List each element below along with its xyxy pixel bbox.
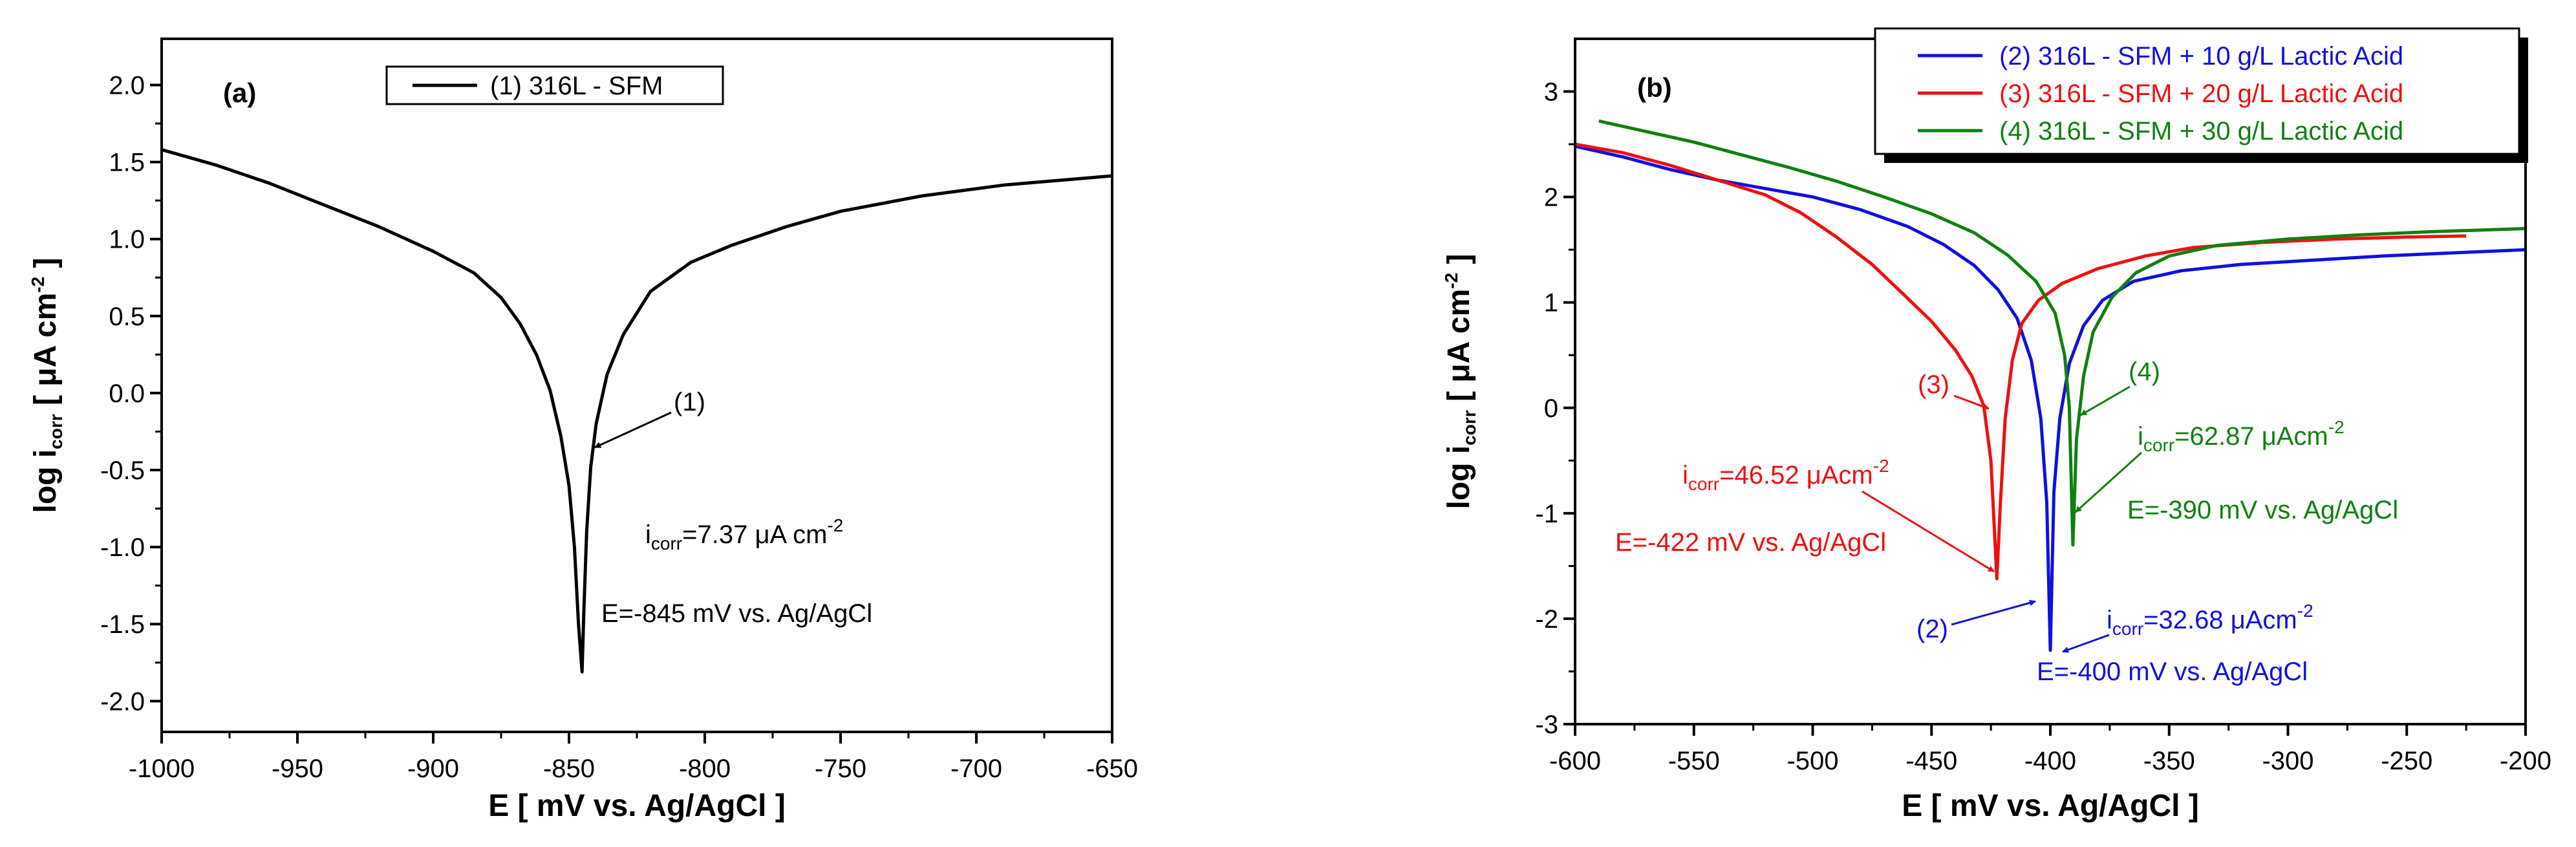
chart-b-y-tick-label: -1	[1535, 500, 1558, 528]
chart-a-annotation-1-label: (1)	[674, 388, 705, 416]
chart-b-annotation-3-label: (3)	[1918, 370, 1949, 399]
chart-b-x-tick-label: -600	[1549, 747, 1601, 775]
chart-b-x-tick-label: -500	[1787, 747, 1838, 775]
chart-a-x-tick-label: -700	[950, 755, 1002, 783]
chart-b-legend-entry-2: (2) 316L - SFM + 10 g/L Lactic Acid	[1999, 42, 2403, 70]
chart-a-y-tick-label: 0.5	[109, 303, 145, 331]
chart-a-x-tick-label: -900	[407, 755, 459, 783]
chart-b-icorr-annotation-4: icorr=62.87 μAcm-2	[2138, 417, 2345, 455]
chart-b-ticks: -600 -550 -500 -450 -400 -350 -300 -250 -200 -3 -2…	[1535, 78, 2551, 775]
chart-b-icorr-3-arrow	[1862, 490, 1995, 573]
chart-b-x-tick-label: -250	[2381, 747, 2432, 775]
chart-a-y-axis-label: log icorr [ μA cm-2 ]	[28, 258, 66, 513]
chart-b-x-tick-label: -300	[2262, 747, 2313, 775]
chart-b-legend-box	[1874, 27, 2520, 155]
chart-a-potential-annotation: E=-845 mV vs. Ag/AgCl	[601, 599, 872, 628]
chart-a-x-tick-label: -650	[1086, 755, 1138, 783]
chart-b-potential-annotation-3: E=-422 mV vs. Ag/AgCl	[1615, 528, 1886, 557]
chart-a-y-tick-label: -0.5	[100, 456, 145, 485]
chart-a-icorr-annotation: icorr=7.37 μA cm-2	[645, 515, 843, 553]
chart-b-series-line-2	[1574, 142, 2467, 581]
chart-b: -600 -550 -500 -450 -400 -350 -300 -250 -200 -3 -2…	[1441, 27, 2551, 823]
chart-b-y-axis-label: log icorr [ μA cm-2 ]	[1441, 254, 1479, 509]
chart-b-x-tick-label: -350	[2143, 747, 2195, 775]
chart-b-potential-annotation-4: E=-390 mV vs. Ag/AgCl	[2127, 496, 2398, 524]
chart-a-x-tick-label: -750	[815, 755, 866, 783]
chart-b-annotation-4-arrow	[2080, 385, 2131, 416]
chart-a-y-tick-label: -1.0	[100, 533, 145, 562]
chart-b-annotation-2-label: (2)	[1916, 615, 1948, 643]
chart-a-frame	[160, 38, 1113, 733]
chart-a-x-tick-label: -1000	[129, 755, 195, 783]
chart-a-y-tick-label: 1.5	[109, 149, 145, 177]
chart-a-legend: (1) 316L - SFM	[385, 65, 724, 105]
chart-b-annotation-4-label: (4)	[2129, 358, 2160, 386]
chart-b-icorr-annotation-2: icorr=32.68 μAcm-2	[2107, 601, 2313, 639]
chart-b-x-tick-label: -200	[2500, 747, 2551, 775]
chart-a-y-tick-label: -2.0	[100, 687, 145, 716]
chart-b-y-tick-label: 0	[1544, 394, 1558, 423]
chart-a-x-tick-label: -850	[543, 755, 595, 783]
chart-b-x-axis-label: E [ mV vs. Ag/AgCl ]	[1902, 789, 2199, 823]
chart-b-x-tick-label: -550	[1668, 747, 1720, 775]
chart-b-icorr-4-arrow	[2074, 451, 2143, 513]
chart-b-y-tick-label: 2	[1544, 184, 1558, 212]
chart-b-icorr-annotation-3: icorr=46.52 μAcm-2	[1682, 456, 1889, 494]
chart-a-y-tick-label: 0.0	[109, 380, 145, 408]
chart-b-annotation-2-arrow	[1951, 599, 2036, 626]
chart-b-x-tick-label: -450	[1905, 747, 1957, 775]
chart-a-series-line-1	[161, 148, 1113, 674]
chart-a-panel-label: (a)	[223, 78, 256, 108]
chart-a-legend-entry-1: (1) 316L - SFM	[490, 72, 663, 100]
chart-a-series-group	[161, 148, 1113, 674]
chart-a-y-tick-label: -1.5	[100, 610, 145, 639]
chart-b-series-group	[1574, 119, 2526, 652]
chart-a-ticks: -1000 -950 -900 -850 -800 -750 -700 -650 -2.0 -1.…	[100, 71, 1138, 783]
chart-b-panel-label: (b)	[1637, 72, 1672, 103]
chart-b-y-tick-label: -2	[1535, 605, 1558, 634]
chart-b-y-tick-label: -3	[1535, 711, 1558, 739]
chart-a-x-axis-label: E [ mV vs. Ag/AgCl ]	[488, 789, 786, 823]
chart-b-potential-annotation-2: E=-400 mV vs. Ag/AgCl	[2037, 658, 2308, 686]
chart-b-icorr-2-arrow	[2062, 634, 2110, 653]
chart-a: -1000 -950 -900 -850 -800 -750 -700 -650 -2.0 -1.…	[28, 38, 1138, 823]
chart-b-series-line-3	[1598, 119, 2526, 547]
chart-b-legend-entry-3: (3) 316L - SFM + 20 g/L Lactic Acid	[1999, 80, 2403, 108]
chart-b-y-tick-label: 3	[1544, 78, 1558, 107]
chart-b-series-line-1	[1574, 144, 2526, 652]
chart-a-y-tick-label: 2.0	[109, 71, 145, 100]
chart-a-x-tick-label: -950	[272, 755, 323, 783]
chart-a-y-tick-label: 1.0	[109, 226, 145, 254]
chart-a-annotation-1-arrow	[594, 411, 672, 449]
chart-b-legend: (2) 316L - SFM + 10 g/L Lactic Acid (3) …	[1874, 27, 2528, 163]
chart-b-legend-entry-4: (4) 316L - SFM + 30 g/L Lactic Acid	[1999, 117, 2403, 145]
chart-a-x-tick-label: -800	[679, 755, 731, 783]
chart-b-y-tick-label: 1	[1544, 289, 1558, 317]
chart-b-annotation-3-arrow	[1953, 394, 1990, 410]
chart-b-x-tick-label: -400	[2024, 747, 2076, 775]
